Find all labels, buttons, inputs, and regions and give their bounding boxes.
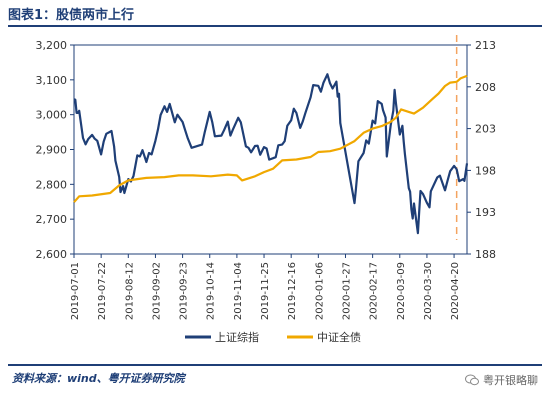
x-tick-label: 2019-11-25 [260, 262, 271, 320]
y-right-tick-label: 208 [475, 81, 496, 94]
y-left-tick-label: 3,100 [36, 74, 68, 87]
y-left-tick-label: 3,000 [36, 109, 68, 122]
series-line-shanghai-composite [73, 73, 469, 235]
x-tick-label: 2020-03-30 [423, 262, 434, 320]
x-tick-label: 2019-10-14 [206, 262, 217, 320]
series-line-csi-bond [73, 74, 468, 203]
x-tick-label: 2019-08-12 [124, 262, 135, 320]
y-left-tick-label: 3,200 [36, 39, 68, 52]
x-tick-label: 2020-03-09 [396, 262, 407, 320]
legend-label: 上证综指 [215, 330, 259, 344]
y-right-tick-label: 188 [475, 248, 496, 261]
x-tick-label: 2019-11-04 [233, 262, 244, 320]
y-right-tick-label: 193 [475, 206, 496, 219]
source-note: 资料来源：wind、粤开证券研究院 [12, 372, 185, 385]
x-tick-label: 2019-09-02 [151, 262, 162, 320]
plot-frame [73, 44, 468, 255]
watermark: 粤开银略聊 [465, 372, 538, 388]
x-tick-label: 2020-04-20 [450, 262, 461, 320]
chart-svg: 2,600 2,700 2,800 2,900 3,000 3,100 3,200 188 19… [36, 35, 496, 344]
y-right-tick-label: 198 [475, 164, 496, 177]
wechat-icon [465, 374, 479, 386]
y-left-tick-label: 2,700 [36, 213, 68, 226]
x-tick-label: 2020-01-06 [314, 262, 325, 320]
y-right-tick-label: 203 [475, 123, 496, 136]
x-tick-label: 2019-09-23 [179, 262, 190, 320]
y-left-tick-label: 2,600 [36, 248, 68, 261]
legend-label: 中证全债 [317, 330, 361, 344]
watermark-text: 粤开银略聊 [483, 374, 538, 387]
x-tick-label: 2019-07-22 [97, 262, 108, 320]
footer-rule [8, 364, 542, 366]
title-rule [8, 25, 542, 27]
y-right-tick-label: 213 [475, 39, 496, 52]
y-left-tick-label: 2,800 [36, 178, 68, 191]
x-tick-label: 2020-01-27 [341, 262, 352, 320]
y-left-tick-label: 2,900 [36, 144, 68, 157]
x-tick-label: 2019-12-16 [287, 262, 298, 320]
x-tick-label: 2019-07-01 [70, 262, 81, 320]
x-tick-label: 2020-02-17 [369, 262, 380, 320]
chart-title: 图表1：股债两市上行 [8, 8, 135, 23]
